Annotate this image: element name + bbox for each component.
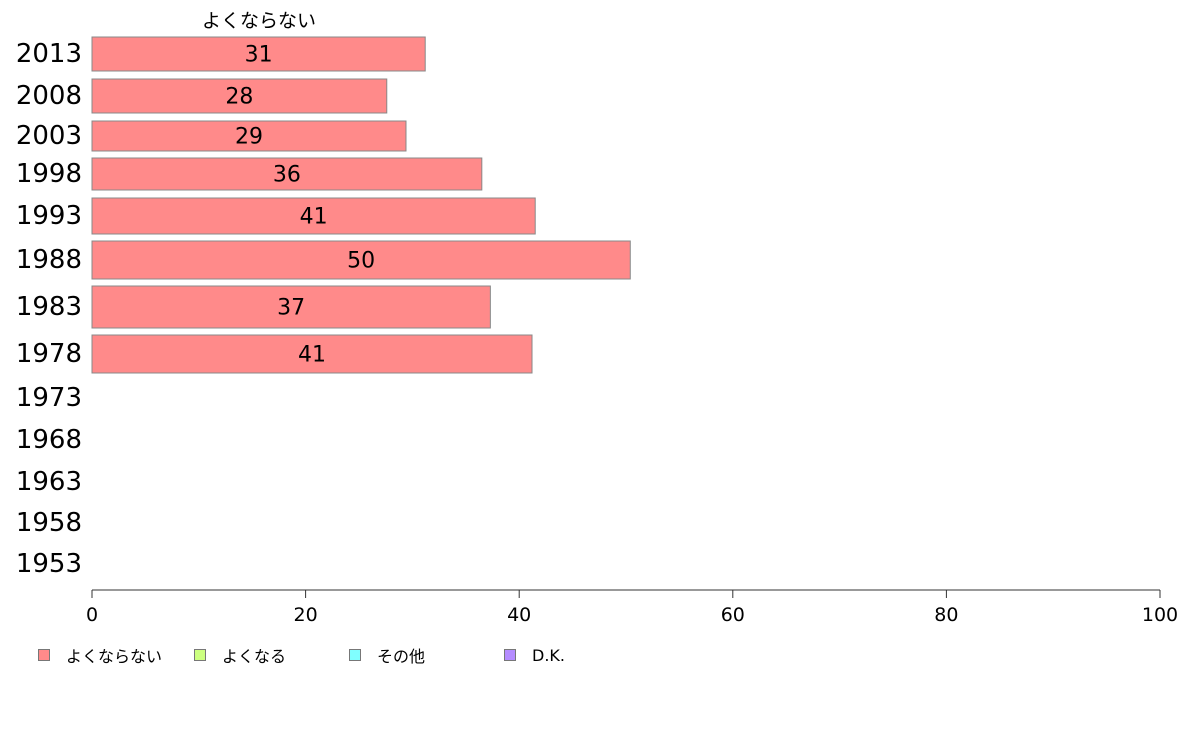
legend-swatch [38,649,50,661]
bar [91,334,533,374]
y-tick-label: 1998 [16,159,82,189]
y-tick-label: 1978 [16,339,82,369]
y-tick-label: 1983 [16,292,82,322]
data-label: 29 [235,125,263,150]
bar [91,120,407,152]
bar [91,157,483,191]
legend: よくならない よくなる その他 D.K. [38,643,678,667]
x-tick-label: 100 [1142,604,1178,626]
data-label: 50 [347,249,375,274]
y-tick-label: 1973 [16,383,82,413]
legend-item: D.K. [504,643,565,667]
y-tick-label: 2003 [16,121,82,151]
legend-swatch [504,649,516,661]
series-header: よくならない [201,10,317,32]
data-label: 36 [273,163,301,188]
data-label: 41 [300,205,328,230]
legend-label: D.K. [532,645,565,665]
legend-item: その他 [349,643,425,667]
x-tick-label: 20 [294,604,318,626]
y-tick-label: 1963 [16,467,82,497]
data-label: 41 [298,343,326,368]
x-tick-label: 0 [86,604,98,626]
legend-label: よくならない [66,647,163,666]
x-tick-label: 40 [507,604,531,626]
legend-item: よくならない [38,643,162,667]
y-tick-label: 1993 [16,201,82,231]
x-tick-label: 80 [934,604,958,626]
y-tick-label: 1988 [16,245,82,275]
y-tick-label: 1958 [16,508,82,538]
legend-label: よくなる [222,647,287,666]
bar-labels-group: 31 28 29 36 41 50 37 41 [225,43,375,368]
x-tick-label: 60 [721,604,745,626]
legend-label: その他 [377,647,426,666]
bars-group [91,36,631,374]
data-label: 28 [225,85,253,110]
y-tick-label: 2013 [16,39,82,69]
data-label: 37 [277,296,305,321]
y-tick-labels: 2013 2008 2003 1998 1993 1988 1983 1978 1973 1968… [16,39,82,579]
legend-swatch [349,649,361,661]
bar [91,197,536,235]
x-axis: 0 20 40 60 80 100 [86,589,1178,626]
data-label: 31 [245,43,273,68]
bar [91,36,426,72]
legend-item: よくなる [194,643,286,667]
y-tick-label: 2008 [16,81,82,111]
bar [91,285,491,329]
y-tick-label: 1953 [16,549,82,579]
bar [91,240,631,280]
bar [91,78,388,114]
legend-swatch [194,649,206,661]
y-tick-label: 1968 [16,425,82,455]
